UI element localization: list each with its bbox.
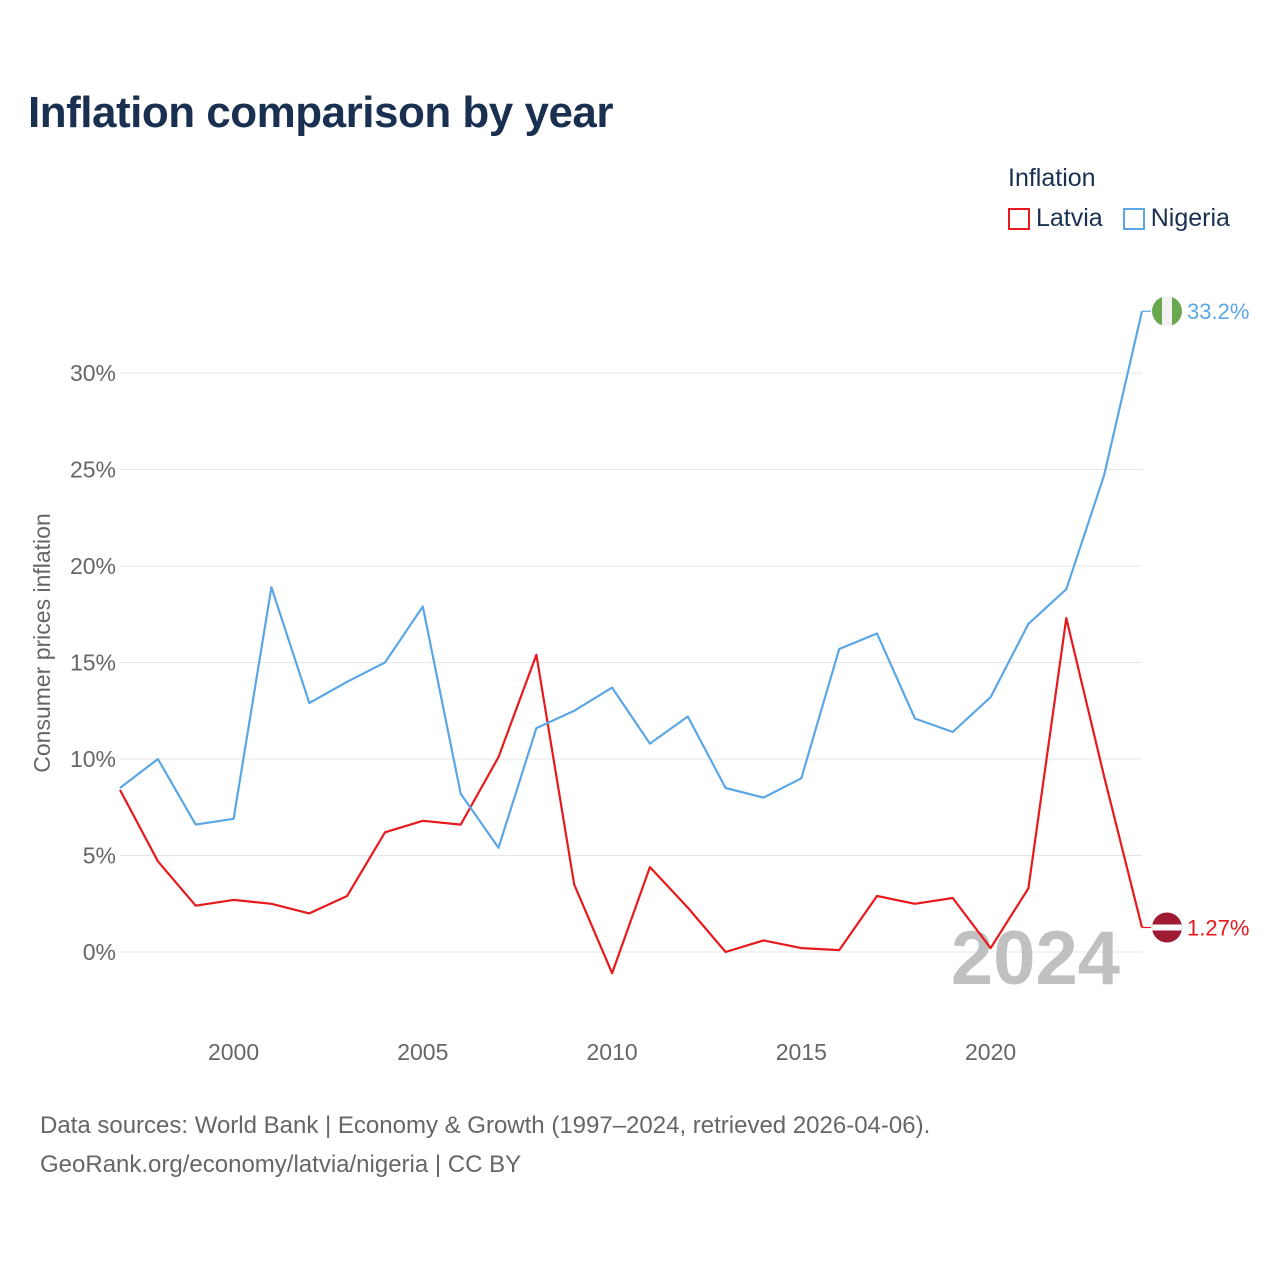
legend-swatch-nigeria xyxy=(1122,207,1145,230)
series-line-nigeria[interactable] xyxy=(119,310,1144,849)
legend-item-latvia[interactable]: Latvia xyxy=(1008,204,1103,233)
x-tick-label: 2010 xyxy=(586,1039,637,1065)
x-tick-label: 2020 xyxy=(965,1039,1016,1065)
legend-title: Inflation xyxy=(1008,164,1096,192)
y-axis-ticks: 0% 5% 10% 15% 20% 25% 30% xyxy=(70,360,116,965)
y-tick-label: 25% xyxy=(70,457,116,483)
end-value-label-nigeria: 33.2% xyxy=(1187,299,1249,324)
x-axis-ticks: 2000 2005 2010 2015 2020 xyxy=(208,1039,1016,1065)
y-tick-label: 10% xyxy=(70,746,116,772)
source-link[interactable]: GeoRank.org/economy/latvia/nigeria | CC … xyxy=(40,1151,522,1178)
x-tick-label: 2000 xyxy=(208,1039,259,1065)
y-tick-label: 5% xyxy=(83,843,116,869)
x-tick-label: 2015 xyxy=(776,1039,827,1065)
end-value-label-latvia: 1.27% xyxy=(1187,915,1249,940)
x-tick-label: 2005 xyxy=(397,1039,448,1065)
y-tick-label: 30% xyxy=(70,360,116,386)
series-line-latvia[interactable] xyxy=(119,616,1144,975)
source-line-1: Data sources: World Bank | Economy & Gro… xyxy=(40,1112,931,1139)
y-tick-label: 20% xyxy=(70,553,116,579)
legend-label-nigeria: Nigeria xyxy=(1150,204,1230,232)
series-lines xyxy=(119,310,1144,975)
gridlines xyxy=(120,372,1142,953)
legend-item-nigeria[interactable]: Nigeria xyxy=(1122,204,1230,233)
end-markers: 1.27% 33.2% xyxy=(1142,296,1249,943)
legend-label-latvia: Latvia xyxy=(1036,204,1103,232)
y-axis-title: Consumer prices inflation xyxy=(29,513,55,773)
data-source: Data sources: World Bank | Economy & Gro… xyxy=(40,1106,930,1184)
legend: Latvia Nigeria xyxy=(1008,204,1230,233)
flag-nigeria-icon xyxy=(1152,296,1182,327)
year-watermark: 2024 xyxy=(951,916,1120,1001)
y-tick-label: 0% xyxy=(83,939,116,965)
flag-latvia-icon xyxy=(1152,912,1182,943)
chart-title: Inflation comparison by year xyxy=(28,88,614,137)
y-tick-label: 15% xyxy=(70,650,116,676)
line-chart: 0% 5% 10% 15% 20% 25% 30% 2000 2005 2010 2015 2020… xyxy=(29,296,1249,1065)
legend-swatch-latvia xyxy=(1008,207,1030,230)
